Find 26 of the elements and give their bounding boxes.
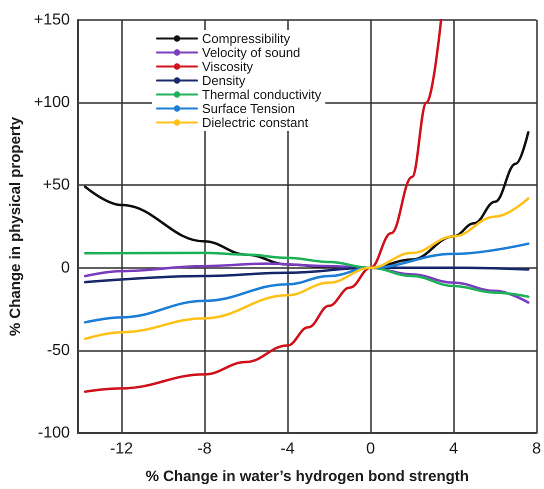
- legend-label: Compressibility: [202, 31, 291, 46]
- y-axis-title: % Change in physical property: [7, 116, 24, 336]
- y-tick-label: +50: [42, 176, 70, 194]
- y-tick-label: +150: [34, 12, 70, 28]
- x-tick-label: -4: [280, 440, 295, 458]
- line-series: [84, 242, 530, 324]
- x-axis-title: % Change in water’s hydrogen bond strength: [146, 468, 469, 485]
- line-series: [84, 252, 530, 298]
- line-series: [84, 18, 442, 393]
- y-tick-label: +100: [34, 94, 70, 112]
- y-tick-label: -50: [46, 342, 70, 359]
- y-tick-label: -100: [38, 424, 70, 442]
- legend-label: Dielectric constant: [202, 115, 309, 130]
- y-tick-label: 0: [61, 259, 70, 276]
- legend-label: Density: [202, 73, 246, 88]
- line-series: [84, 197, 530, 340]
- x-tick-label: -8: [197, 440, 212, 458]
- legend-label: Thermal conductivity: [202, 87, 322, 102]
- x-tick-label: 8: [532, 440, 542, 458]
- x-tick-label: -12: [110, 440, 134, 458]
- legend-label: Surface Tension: [202, 101, 295, 116]
- x-tick-label: 0: [366, 440, 376, 458]
- x-tick-label: 4: [449, 440, 458, 458]
- legend-label: Velocity of sound: [202, 45, 300, 60]
- line-series: [84, 266, 530, 284]
- legend-label: Viscosity: [202, 59, 254, 74]
